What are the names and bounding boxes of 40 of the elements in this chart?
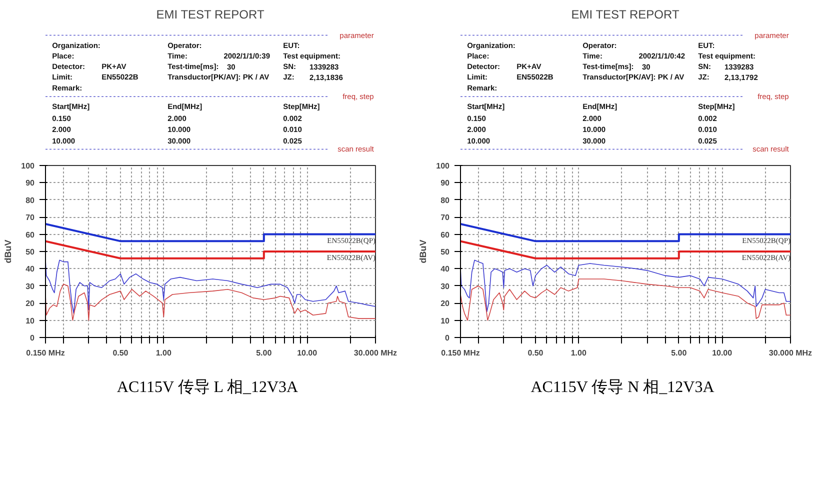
x-tick-label: 0.150 MHz: [441, 348, 480, 358]
y-tick-label: 70: [440, 213, 450, 222]
y-tick-label: 10: [26, 316, 36, 326]
y-tick-label: 60: [26, 230, 36, 240]
y-axis-title: dBuV: [3, 240, 14, 264]
x-tick-label: 0.50: [112, 348, 129, 358]
y-tick-label: 10: [440, 316, 450, 326]
y-tick-label: 70: [26, 213, 36, 222]
y-tick-label: 0: [30, 334, 36, 342]
x-tick-label: 10.00: [297, 348, 318, 358]
y-axis-title: dBuV: [418, 240, 428, 264]
x-tick-label: 10.00: [712, 348, 733, 358]
y-tick-label: 30: [440, 282, 450, 291]
text: AC115V 传导 L 相_12V3A: [116, 378, 298, 398]
chart-title: EMI TEST REPORT: [571, 8, 680, 22]
text: AC115V 传导 N 相_12V3A: [530, 378, 714, 398]
x-tick-label: 1.00: [156, 348, 172, 358]
y-tick-label: 50: [26, 248, 36, 256]
x-tick-label: 0.150 MHz: [26, 348, 65, 358]
y-tick-label: 20: [26, 299, 36, 308]
y-tick-label: 40: [440, 264, 450, 274]
y-tick-label: 100: [21, 162, 36, 170]
x-tick-label: 0.50: [528, 348, 544, 358]
y-tick-label: 0: [445, 334, 450, 342]
x-tick-label: 1.00: [570, 348, 587, 358]
y-tick-label: 50: [440, 248, 450, 256]
y-tick-label: 60: [440, 230, 450, 240]
y-tick-label: 90: [440, 178, 450, 188]
chart-title: EMI TEST REPORT: [156, 8, 265, 22]
x-tick-label: 30.000 MHz: [354, 348, 398, 358]
y-tick-label: 30: [26, 282, 36, 291]
y-tick-label: 20: [440, 299, 450, 308]
y-tick-label: 80: [26, 196, 36, 205]
y-tick-label: 90: [26, 178, 36, 188]
y-tick-label: 100: [436, 162, 450, 170]
y-tick-label: 40: [26, 264, 36, 274]
x-tick-label: 5.00: [256, 348, 272, 358]
y-tick-label: 80: [440, 196, 450, 205]
x-tick-label: 5.00: [671, 348, 688, 358]
x-tick-label: 30.000 MHz: [768, 348, 812, 358]
